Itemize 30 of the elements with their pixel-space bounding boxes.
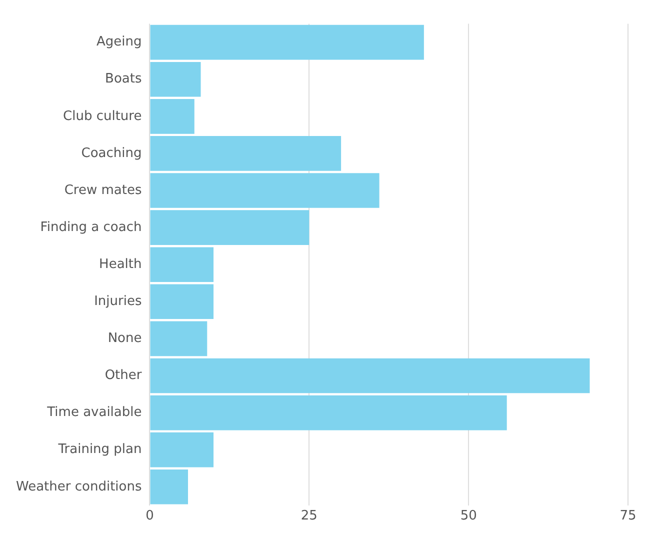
- bar: [150, 173, 380, 208]
- bar: [150, 247, 214, 282]
- x-tick-label: 50: [460, 508, 477, 524]
- y-tick-label: Boats: [105, 72, 142, 87]
- y-tick-label: Injuries: [94, 294, 142, 310]
- x-tick-label: 25: [300, 508, 318, 524]
- y-tick-label: Other: [104, 368, 142, 384]
- bar: [150, 62, 201, 97]
- bar: [150, 395, 507, 430]
- y-tick-label: Finding a coach: [40, 220, 142, 235]
- y-tick-label: Ageing: [96, 34, 142, 50]
- bar: [150, 136, 342, 171]
- y-tick-label: Club culture: [63, 108, 142, 124]
- y-tick-label: None: [108, 331, 142, 346]
- bar: [150, 99, 194, 134]
- bar: [150, 24, 424, 60]
- y-tick-label: Crew mates: [64, 182, 142, 198]
- x-tick-label: 75: [620, 508, 636, 524]
- bar: [150, 210, 310, 245]
- x-tick-label: 0: [146, 508, 154, 524]
- y-tick-label: Training plan: [57, 442, 142, 458]
- y-tick-label: Time available: [46, 405, 142, 420]
- bar: [150, 284, 214, 320]
- bar: [150, 432, 214, 468]
- bar: [150, 469, 188, 504]
- y-tick-label: Weather conditions: [16, 479, 142, 494]
- y-tick-label: Coaching: [81, 146, 142, 161]
- bar: [150, 321, 208, 356]
- y-tick-label: Health: [99, 256, 142, 272]
- bar: [150, 358, 590, 394]
